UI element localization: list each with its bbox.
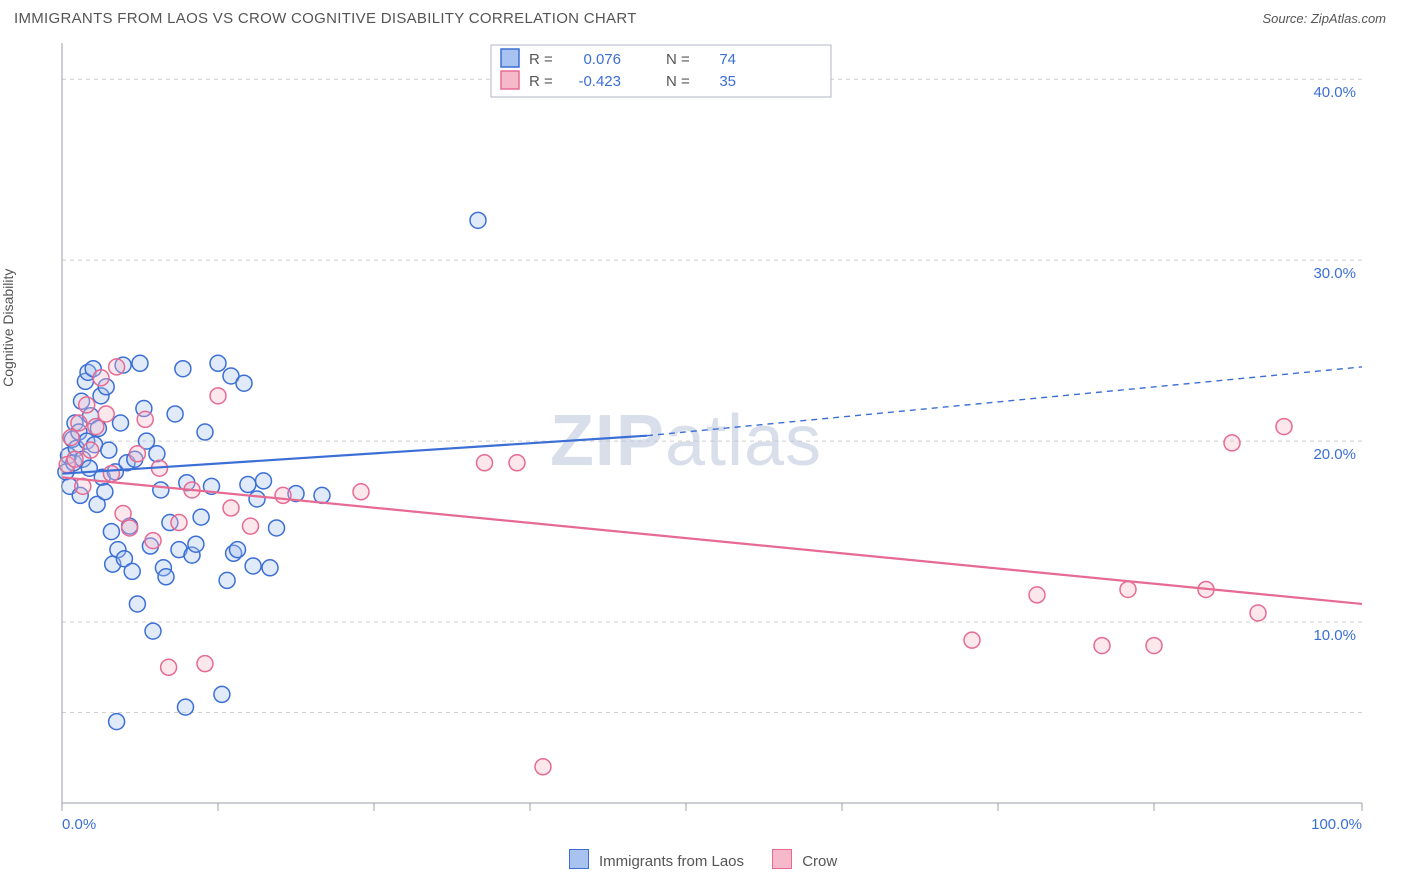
svg-text:20.0%: 20.0% — [1313, 446, 1356, 463]
legend-label-crow: Crow — [802, 853, 837, 870]
svg-text:100.0%: 100.0% — [1311, 816, 1362, 833]
swatch-laos — [569, 849, 589, 869]
svg-text:N =: N = — [666, 73, 690, 90]
svg-text:35: 35 — [719, 73, 736, 90]
chart-title: IMMIGRANTS FROM LAOS VS CROW COGNITIVE D… — [14, 10, 637, 27]
legend-label-laos: Immigrants from Laos — [599, 853, 744, 870]
bottom-legend: Immigrants from Laos Crow — [0, 849, 1406, 870]
swatch-crow — [772, 849, 792, 869]
legend-item-crow: Crow — [772, 849, 837, 870]
svg-text:R =: R = — [529, 73, 553, 90]
y-axis-title: Cognitive Disability — [0, 269, 16, 387]
svg-text:10.0%: 10.0% — [1313, 627, 1356, 644]
svg-text:N =: N = — [666, 51, 690, 68]
svg-text:ZIPatlas: ZIPatlas — [550, 401, 822, 481]
source-label: Source: ZipAtlas.com — [1262, 11, 1386, 26]
legend-item-laos: Immigrants from Laos — [569, 849, 744, 870]
svg-text:-0.423: -0.423 — [578, 73, 621, 90]
scatter-chart: 10.0% 20.0% 30.0% 40.0% ZIPatlas 0.0% 100.0% R … — [14, 33, 1392, 843]
svg-text:30.0%: 30.0% — [1313, 265, 1356, 282]
svg-text:0.0%: 0.0% — [62, 816, 96, 833]
svg-text:40.0%: 40.0% — [1313, 84, 1356, 101]
title-bar: IMMIGRANTS FROM LAOS VS CROW COGNITIVE D… — [0, 0, 1406, 33]
chart-container: Cognitive Disability 10.0%20.0%30.0%40.0… — [14, 33, 1392, 843]
svg-text:74: 74 — [719, 51, 736, 68]
svg-text:0.076: 0.076 — [583, 51, 621, 68]
svg-text:R =: R = — [529, 51, 553, 68]
